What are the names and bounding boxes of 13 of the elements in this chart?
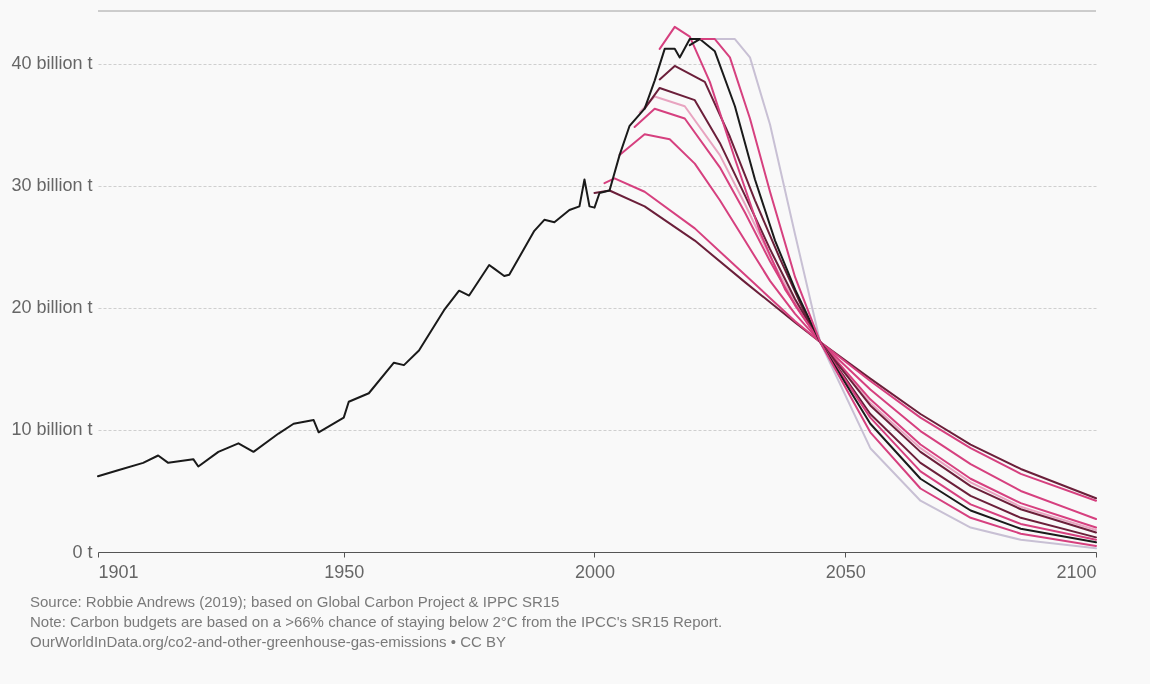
text: Note: Carbon budgets are based on a >66% chance of staying below 2°C from the IPCC's SR15 Report.	[30, 612, 724, 632]
source-note: Source: Robbie Andrews (2019); based on Global Carbon Project & IPPC SR15	[30, 592, 561, 612]
x-tick-label: 2000	[574, 561, 616, 582]
y-tick-label: 0 t	[72, 541, 93, 562]
y-tick-label: 40 billion t	[11, 53, 93, 74]
x-tick-label: 2100	[1056, 561, 1097, 582]
y-tick-label: 10 billion t	[11, 419, 93, 440]
x-tick-label: 1901	[98, 561, 139, 582]
y-tick-label: 20 billion t	[11, 297, 93, 318]
text: OurWorldInData.org/co2-and-other-greenhouse-gas-emissions • CC BY	[30, 632, 508, 652]
x-tick-label: 2050	[825, 561, 866, 582]
x-tick-label: 1950	[324, 561, 365, 582]
y-tick-label: 30 billion t	[11, 175, 93, 196]
